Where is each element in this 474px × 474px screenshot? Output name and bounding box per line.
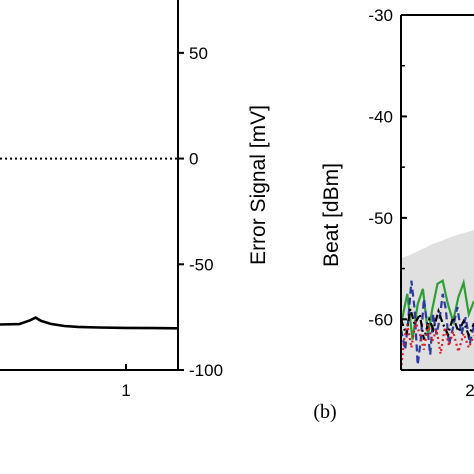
right-y-tick-label: -60 — [368, 310, 393, 329]
right-series-group — [401, 278, 474, 370]
panel-label-b: (b) — [313, 401, 336, 423]
left-y2-tick-label: -100 — [189, 361, 223, 380]
right-y-tick-label: -30 — [368, 6, 393, 25]
left-panel: 50 0 -50 -100 1 Error Signal [mV] — [0, 0, 270, 400]
right-shaded-band-group — [401, 230, 474, 370]
right-series-line-red-dotted — [401, 320, 474, 370]
left-axis-ticks — [124, 51, 184, 371]
left-tick-labels: 50 0 -50 -100 1 — [121, 44, 223, 400]
right-series-line-black-dashdot — [401, 307, 474, 340]
right-axis-ticks — [401, 14, 407, 371]
left-y2-tick-label: 0 — [189, 150, 198, 169]
right-x-tick-label: 2 — [465, 381, 474, 400]
right-y-tick-label: -50 — [368, 209, 393, 228]
right-tick-labels: -30 -40 -50 -60 2 — [368, 6, 474, 400]
left-y2-tick-label: 50 — [189, 44, 208, 63]
right-shaded-band — [401, 230, 474, 370]
left-x-tick-label: 1 — [121, 381, 130, 400]
left-series-line-error-signal — [0, 316, 179, 330]
left-y2-axis-title: Error Signal [mV] — [247, 105, 270, 265]
right-series-line-green — [401, 278, 474, 340]
right-series-line-blue-dashed — [401, 280, 474, 366]
right-panel: -30 -40 -50 -60 2 Beat [dBm] (b) — [313, 6, 474, 423]
right-y-tick-label: -40 — [368, 107, 393, 126]
right-y-axis-title: Beat [dBm] — [320, 163, 343, 267]
left-series-group — [0, 157, 179, 330]
left-y2-tick-label: -50 — [189, 255, 214, 274]
